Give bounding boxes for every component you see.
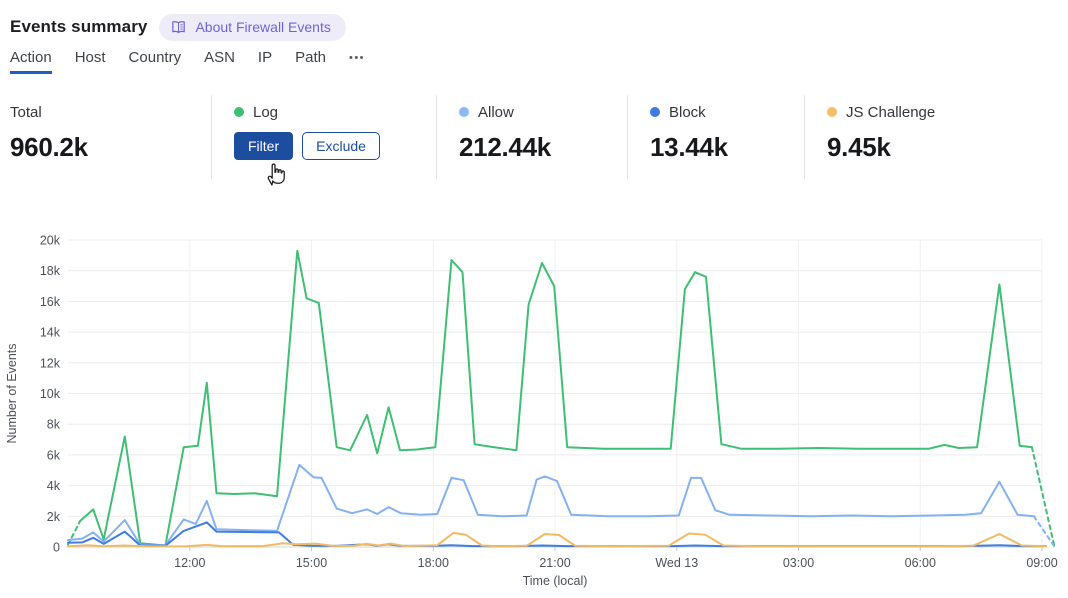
about-firewall-events-badge[interactable]: About Firewall Events	[159, 13, 346, 41]
tab-asn[interactable]: ASN	[204, 49, 235, 74]
tab-host[interactable]: Host	[75, 49, 106, 74]
x-tick-label: 12:00	[174, 556, 205, 570]
x-axis-title: Time (local)	[523, 574, 588, 588]
y-tick-label: 0	[53, 541, 60, 555]
y-tick-label: 16k	[40, 295, 61, 309]
y-axis-title: Number of Events	[5, 343, 19, 443]
about-badge-label: About Firewall Events	[195, 19, 331, 35]
stat-total-label: Total	[10, 103, 42, 121]
x-tick-label: 03:00	[783, 556, 814, 570]
stat-total-value: 960.2k	[10, 132, 88, 162]
stat-allow-value: 212.44k	[459, 132, 551, 162]
stats-row: Total 960.2k Log Filter Exclude Allow 21…	[0, 95, 1068, 179]
stat-log-label: Log	[253, 103, 279, 121]
y-tick-label: 8k	[47, 418, 61, 432]
stat-js-challenge-label: JS Challenge	[846, 103, 936, 121]
page-title: Events summary	[10, 17, 148, 36]
x-tick-label: 18:00	[418, 556, 449, 570]
stat-allow: Allow 212.44k	[436, 95, 627, 179]
x-tick-label: 09:00	[1026, 556, 1057, 570]
allow-legend-dot	[459, 107, 469, 117]
stat-js-challenge-value: 9.45k	[827, 132, 891, 162]
x-tick-label: Wed 13	[655, 556, 698, 570]
js-challenge-legend-dot	[827, 107, 837, 117]
x-tick-label: 15:00	[296, 556, 327, 570]
series-line-log	[79, 249, 1033, 547]
y-tick-label: 2k	[47, 510, 61, 524]
stat-block-value: 13.44k	[650, 132, 728, 162]
book-icon	[170, 19, 187, 36]
stat-js-challenge: JS Challenge 9.45k	[804, 95, 1068, 179]
tab-path[interactable]: Path	[295, 49, 326, 74]
series-line-js-challenge	[67, 531, 1048, 548]
tab-ip[interactable]: IP	[258, 49, 272, 74]
tab-action[interactable]: Action	[10, 49, 52, 74]
series-line-allow	[67, 463, 1035, 547]
x-tick-label: 06:00	[905, 556, 936, 570]
stat-block: Block 13.44k	[627, 95, 804, 179]
y-tick-label: 20k	[40, 234, 61, 248]
series-line-allow	[1032, 515, 1056, 548]
y-tick-label: 14k	[40, 326, 61, 340]
stat-allow-label: Allow	[478, 103, 514, 121]
y-tick-label: 6k	[47, 448, 61, 462]
stat-block-label: Block	[669, 103, 706, 121]
tab-country[interactable]: Country	[129, 49, 182, 74]
series-line-log	[67, 519, 82, 546]
tabs-more-button[interactable]: •••	[349, 52, 365, 74]
y-tick-label: 18k	[40, 264, 61, 278]
block-legend-dot	[650, 107, 660, 117]
y-tick-label: 12k	[40, 356, 61, 370]
stat-log: Log Filter Exclude	[211, 95, 436, 179]
series-line-log	[1030, 446, 1056, 547]
x-tick-label: 21:00	[539, 556, 570, 570]
log-legend-dot	[234, 107, 244, 117]
tab-bar: Action Host Country ASN IP Path •••	[0, 42, 1068, 74]
exclude-button[interactable]: Exclude	[302, 132, 380, 160]
events-time-series-chart: 0 2k 4k 6k 8k 10k 12k 14k 16k 18k 20k 12:00 15:00 18:…	[0, 226, 1068, 598]
filter-button[interactable]: Filter	[234, 132, 294, 160]
chart-canvas: 0 2k 4k 6k 8k 10k 12k 14k 16k 18k 20k 12:00 15:00 18:…	[5, 234, 1058, 589]
stat-total: Total 960.2k	[0, 95, 211, 179]
header: Events summary About Firewall Events	[0, 0, 1068, 42]
y-tick-label: 4k	[47, 479, 61, 493]
y-tick-label: 10k	[40, 387, 61, 401]
